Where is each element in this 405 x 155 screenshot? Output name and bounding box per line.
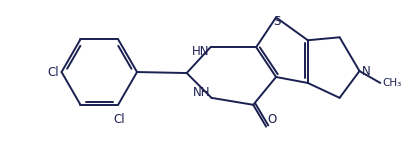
Text: CH₃: CH₃ <box>382 78 401 88</box>
Text: O: O <box>267 113 276 126</box>
Text: Cl: Cl <box>113 113 125 126</box>
Text: NH: NH <box>193 86 211 99</box>
Text: HN: HN <box>192 45 209 58</box>
Text: S: S <box>273 16 281 28</box>
Text: N: N <box>361 64 370 78</box>
Text: Cl: Cl <box>47 66 59 79</box>
